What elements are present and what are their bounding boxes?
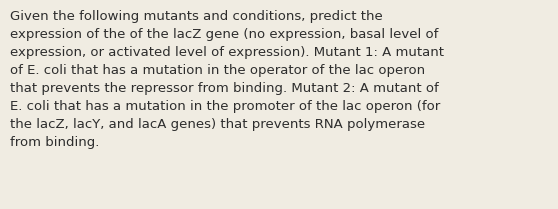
- Text: Given the following mutants and conditions, predict the
expression of the of the: Given the following mutants and conditio…: [10, 10, 444, 149]
